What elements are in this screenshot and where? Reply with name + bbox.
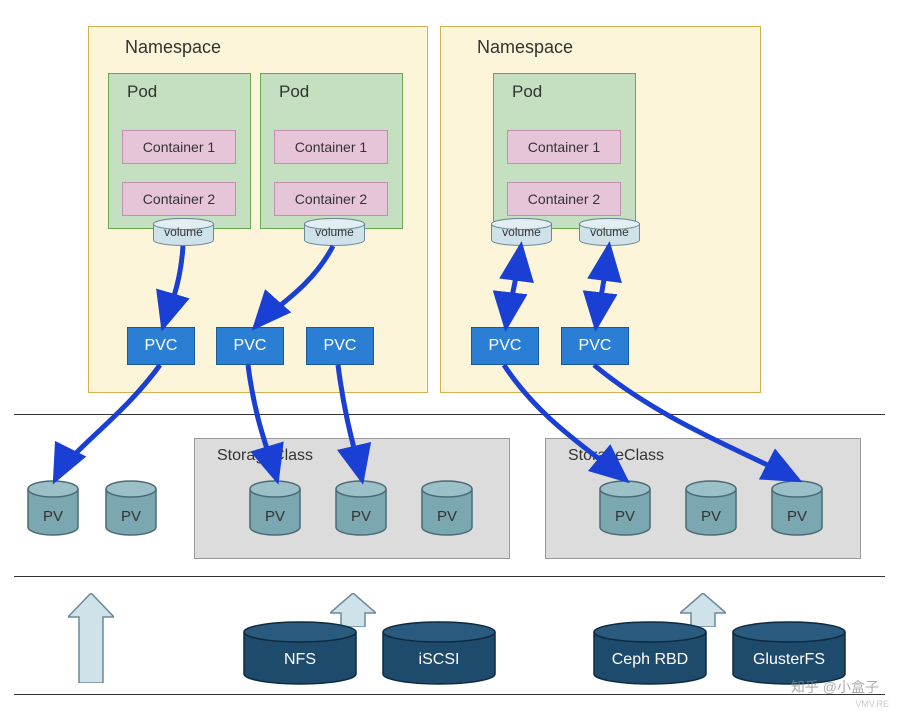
pvc-2: PVC — [216, 327, 284, 365]
pv-8-label: PV — [770, 508, 824, 525]
volume-1: volume — [152, 218, 215, 246]
container-2-1: Container 1 — [274, 130, 388, 164]
container-3-1: Container 1 — [507, 130, 621, 164]
pvc-1: PVC — [127, 327, 195, 365]
pv-5-label: PV — [420, 508, 474, 525]
volume-3: volume — [490, 218, 553, 246]
hr-3 — [14, 694, 885, 695]
volume-3-label: volume — [490, 225, 553, 239]
pv-5: PV — [420, 480, 474, 536]
pv-6: PV — [598, 480, 652, 536]
pv-7-label: PV — [684, 508, 738, 525]
volume-1-label: volume — [152, 225, 215, 239]
diagram-canvas: Namespace Namespace Pod Pod Pod Containe… — [0, 0, 899, 711]
volume-4-label: volume — [578, 225, 641, 239]
storage-iscsi-label: iSCSI — [380, 651, 498, 669]
sc-1-label: StorageClass — [217, 447, 313, 465]
pv-8: PV — [770, 480, 824, 536]
volume-2-label: volume — [303, 225, 366, 239]
storage-glusterfs-label: GlusterFS — [730, 651, 848, 669]
namespace-2-label: Namespace — [477, 37, 573, 58]
pv-6-label: PV — [598, 508, 652, 525]
pvc-3: PVC — [306, 327, 374, 365]
pvc-5: PVC — [561, 327, 629, 365]
storage-cephrbd: Ceph RBD — [591, 621, 709, 685]
big-arrow-1 — [68, 593, 114, 688]
watermark-vmvre: VMV.RE — [855, 699, 889, 709]
pv-2: PV — [104, 480, 158, 536]
container-1-1: Container 1 — [122, 130, 236, 164]
pv-2-label: PV — [104, 508, 158, 525]
pv-3-label: PV — [248, 508, 302, 525]
watermark-zhihu: 知乎 @小盒子 — [791, 677, 879, 697]
storage-iscsi: iSCSI — [380, 621, 498, 685]
pod-1-label: Pod — [127, 82, 157, 102]
pv-4-label: PV — [334, 508, 388, 525]
pod-3-label: Pod — [512, 82, 542, 102]
pv-3: PV — [248, 480, 302, 536]
pv-7: PV — [684, 480, 738, 536]
storage-nfs: NFS — [241, 621, 359, 685]
storage-cephrbd-label: Ceph RBD — [591, 651, 709, 669]
storage-nfs-label: NFS — [241, 651, 359, 669]
namespace-1-label: Namespace — [125, 37, 221, 58]
volume-4: volume — [578, 218, 641, 246]
pv-1: PV — [26, 480, 80, 536]
sc-2-label: StorageClass — [568, 447, 664, 465]
pod-2-label: Pod — [279, 82, 309, 102]
container-1-2: Container 2 — [122, 182, 236, 216]
pv-4: PV — [334, 480, 388, 536]
hr-2 — [14, 576, 885, 577]
pvc-4: PVC — [471, 327, 539, 365]
hr-1 — [14, 414, 885, 415]
volume-2: volume — [303, 218, 366, 246]
container-3-2: Container 2 — [507, 182, 621, 216]
storage-glusterfs: GlusterFS — [730, 621, 848, 685]
container-2-2: Container 2 — [274, 182, 388, 216]
pv-1-label: PV — [26, 508, 80, 525]
